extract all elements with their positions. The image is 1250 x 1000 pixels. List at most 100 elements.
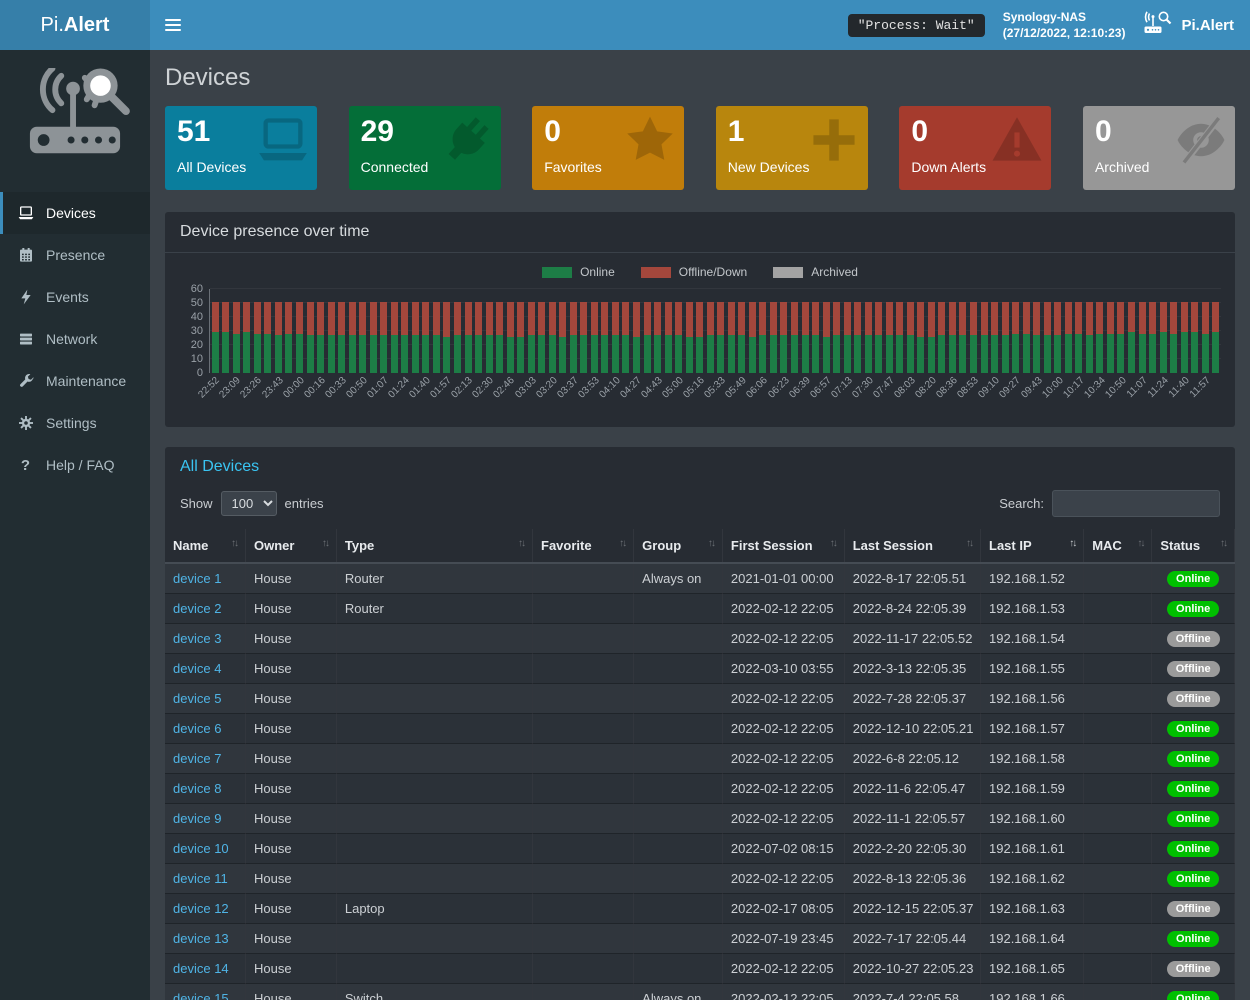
cell-first_session: 2022-02-12 22:05 xyxy=(722,803,845,834)
chart-bar xyxy=(505,301,516,373)
sidebar-item-presence[interactable]: Presence xyxy=(0,234,150,276)
sidebar-toggle-button[interactable] xyxy=(150,0,195,50)
device-link[interactable]: device 10 xyxy=(173,841,229,856)
cell-status: Online xyxy=(1151,593,1235,624)
sidebar-item-settings[interactable]: Settings xyxy=(0,402,150,444)
device-link[interactable]: device 13 xyxy=(173,931,229,946)
search-input[interactable] xyxy=(1052,490,1220,517)
device-link[interactable]: device 5 xyxy=(173,691,222,706)
cell-group xyxy=(633,863,723,894)
status-badge: Offline xyxy=(1166,661,1220,677)
device-link[interactable]: device 8 xyxy=(173,781,222,796)
device-link[interactable]: device 1 xyxy=(173,571,222,586)
chart-bar xyxy=(631,301,642,373)
column-header-owner[interactable]: Owner ↑↓ xyxy=(245,529,337,564)
chart-legend: Online Offline/Down Archived xyxy=(179,259,1221,289)
page-length-select[interactable]: 100 xyxy=(220,491,277,516)
sidebar-item-events[interactable]: Events xyxy=(0,276,150,318)
column-label: Favorite xyxy=(541,538,592,553)
cell-last_ip: 192.168.1.59 xyxy=(980,773,1085,804)
device-link[interactable]: device 14 xyxy=(173,961,229,976)
column-header-mac[interactable]: MAC ↑↓ xyxy=(1083,529,1153,564)
cell-group xyxy=(633,593,723,624)
chart-bar xyxy=(1210,301,1221,373)
column-label: Status xyxy=(1160,538,1201,553)
table-row: device 8 House 2022-02-12 22:05 2022-11-6 2… xyxy=(165,773,1235,804)
cell-first_session: 2022-02-12 22:05 xyxy=(722,683,845,714)
cell-group xyxy=(633,833,723,864)
sidebar-item-help-faq[interactable]: ? Help / FAQ xyxy=(0,444,150,486)
card-favorites[interactable]: 0 Favorites xyxy=(532,106,685,190)
cell-favorite xyxy=(532,953,635,984)
sidebar-item-label: Presence xyxy=(46,247,106,263)
column-header-favorite[interactable]: Favorite ↑↓ xyxy=(532,529,635,564)
card-all-devices[interactable]: 51 All Devices xyxy=(165,106,317,190)
x-tick-label: 08:20 xyxy=(913,375,939,401)
column-label: Last IP xyxy=(989,538,1032,553)
status-badge: Online xyxy=(1167,991,1220,1000)
device-link[interactable]: device 12 xyxy=(173,901,229,916)
app-identity[interactable]: Pi.Alert xyxy=(1143,11,1234,39)
brand-logo[interactable]: Pi. Alert xyxy=(0,0,150,50)
column-header-name[interactable]: Name ↑↓ xyxy=(165,529,247,564)
x-tick-label: 01:40 xyxy=(407,375,433,401)
sidebar-item-maintenance[interactable]: Maintenance xyxy=(0,360,150,402)
column-header-last-session[interactable]: Last Session ↑↓ xyxy=(844,529,982,564)
cell-first_session: 2022-02-12 22:05 xyxy=(722,983,845,1000)
chart-bar xyxy=(1126,301,1137,373)
column-header-status[interactable]: Status ↑↓ xyxy=(1151,529,1235,564)
chart-bar xyxy=(600,301,611,373)
cell-first_session: 2022-02-12 22:05 xyxy=(722,623,845,654)
x-tick-label: 07:13 xyxy=(829,375,855,401)
device-link[interactable]: device 6 xyxy=(173,721,222,736)
eye-slash-icon xyxy=(1175,114,1227,171)
chart-panel-title: Device presence over time xyxy=(165,212,1235,253)
card-down-alerts[interactable]: 0 Down Alerts xyxy=(899,106,1052,190)
cell-mac xyxy=(1083,743,1153,774)
chart-bar xyxy=(547,301,558,373)
cell-owner: House xyxy=(245,593,337,624)
cell-owner: House xyxy=(245,923,337,954)
sidebar-item-network[interactable]: Network xyxy=(0,318,150,360)
column-header-type[interactable]: Type ↑↓ xyxy=(336,529,534,564)
router-scan-icon xyxy=(1143,11,1173,39)
table-row: device 6 House 2022-02-12 22:05 2022-12-10 … xyxy=(165,713,1235,744)
column-header-last-ip[interactable]: Last IP ↑↓ xyxy=(980,529,1085,564)
column-header-first-session[interactable]: First Session ↑↓ xyxy=(722,529,845,564)
card-archived[interactable]: 0 Archived xyxy=(1082,106,1235,190)
device-link[interactable]: device 15 xyxy=(173,991,229,1000)
sort-icon: ↑↓ xyxy=(1069,538,1077,549)
cell-group xyxy=(633,653,723,684)
cell-last_ip: 192.168.1.56 xyxy=(980,683,1085,714)
device-link[interactable]: device 2 xyxy=(173,601,222,616)
cell-type: Laptop xyxy=(336,893,534,924)
device-link[interactable]: device 3 xyxy=(173,631,222,646)
cell-group: Always on xyxy=(633,983,723,1000)
x-tick-label: 10:17 xyxy=(1060,375,1087,401)
device-link[interactable]: device 11 xyxy=(173,871,228,886)
cell-favorite xyxy=(532,803,635,834)
nas-datetime: (27/12/2022, 12:10:23) xyxy=(1002,26,1126,40)
cell-type xyxy=(336,773,534,804)
chart-bar xyxy=(1074,301,1085,373)
x-tick-label: 11:24 xyxy=(1145,375,1171,400)
device-link[interactable]: device 4 xyxy=(173,661,222,676)
sidebar-item-devices[interactable]: Devices xyxy=(0,192,150,234)
chart-bar xyxy=(800,301,811,373)
device-link[interactable]: device 7 xyxy=(173,751,222,766)
legend-item: Offline/Down xyxy=(640,265,747,279)
sort-icon: ↑↓ xyxy=(1220,538,1228,549)
column-header-group[interactable]: Group ↑↓ xyxy=(633,529,723,564)
card-new-devices[interactable]: 1 New Devices xyxy=(715,106,868,190)
device-link[interactable]: device 9 xyxy=(173,811,222,826)
cell-group xyxy=(633,923,723,954)
devices-table: Name ↑↓ Owner ↑↓ Type ↑↓ Favorite ↑↓ Group ↑↓ Firs… xyxy=(165,529,1235,1000)
status-badge: Online xyxy=(1167,811,1220,827)
card-connected[interactable]: 29 Connected xyxy=(348,106,501,190)
cell-owner: House xyxy=(245,563,337,594)
x-tick-label: 23:43 xyxy=(259,375,286,401)
status-badge: Offline xyxy=(1166,961,1220,977)
status-badge: Online xyxy=(1167,721,1220,737)
cell-last_session: 2022-10-27 22:05.23 xyxy=(844,953,982,984)
chart-bar xyxy=(1179,301,1190,373)
